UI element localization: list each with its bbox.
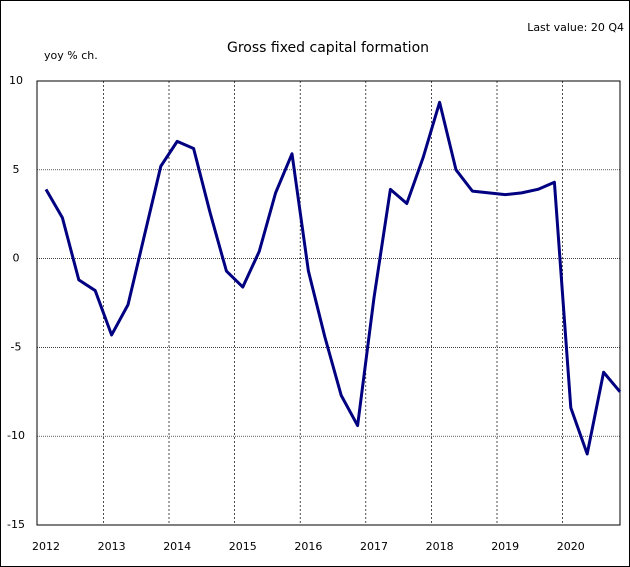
x-tick-label: 2015 [229, 540, 257, 553]
line-series [44, 100, 622, 456]
x-tick-label: 2012 [32, 540, 60, 553]
x-tick-label: 2014 [163, 540, 191, 553]
x-tick-label: 2013 [98, 540, 126, 553]
x-tick-label: 2017 [360, 540, 388, 553]
y-tick-label: 5 [13, 163, 20, 176]
x-tick-label: 2018 [426, 540, 454, 553]
x-tick-label: 2016 [294, 540, 322, 553]
y-tick-label: -15 [7, 518, 25, 531]
x-tick-label: 2020 [557, 540, 585, 553]
subtitle: Last value: 20 Q4 [527, 21, 624, 34]
y-tick-label: -10 [7, 429, 25, 442]
y-tick-label: 10 [9, 74, 23, 87]
y-tick-label: -5 [11, 340, 22, 353]
plot-area [36, 80, 621, 526]
y-tick-label: 0 [13, 252, 20, 265]
x-tick-label: 2019 [491, 540, 519, 553]
chart-title: Gross fixed capital formation [227, 40, 429, 56]
y-axis-label: yoy % ch. [44, 49, 98, 62]
